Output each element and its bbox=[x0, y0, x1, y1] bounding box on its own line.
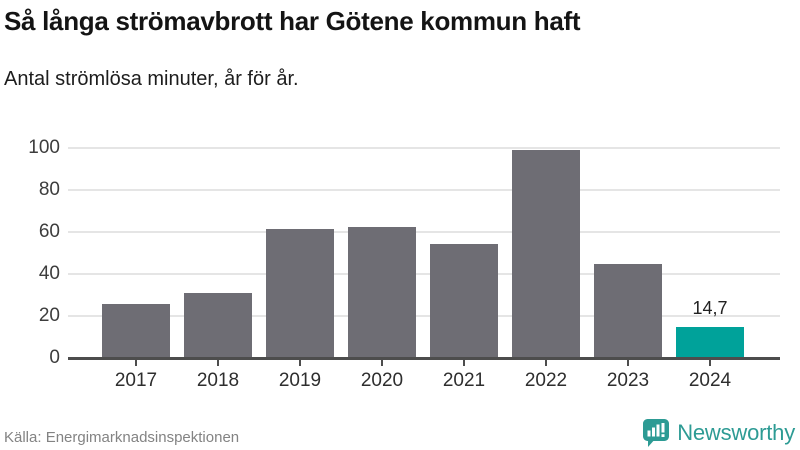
x-axis-tick-label: 2022 bbox=[524, 370, 568, 391]
grid-line bbox=[68, 231, 780, 233]
bar-2020 bbox=[348, 226, 416, 358]
x-axis-tick bbox=[381, 358, 383, 366]
newsworthy-logo: Newsworthy bbox=[642, 417, 795, 449]
x-axis-tick-label: 2018 bbox=[196, 370, 240, 391]
x-axis-tick-label: 2019 bbox=[278, 370, 322, 391]
x-axis-line bbox=[68, 357, 780, 360]
bar-2018 bbox=[184, 292, 252, 358]
chart-subtitle: Antal strömlösa minuter, år för år. bbox=[4, 68, 299, 90]
x-axis-tick-label: 2021 bbox=[442, 370, 486, 391]
bar-2022 bbox=[512, 150, 580, 358]
x-axis-tick-label: 2020 bbox=[360, 370, 404, 391]
grid-line bbox=[68, 147, 780, 149]
y-axis-tick-label: 60 bbox=[38, 221, 60, 242]
x-axis-tick bbox=[709, 358, 711, 366]
bar-2024 bbox=[676, 327, 744, 358]
chart-title: Så långa strömavbrott har Götene kommun … bbox=[4, 6, 581, 36]
bar-2017 bbox=[102, 304, 170, 358]
bar-value-label: 14,7 bbox=[692, 298, 728, 319]
y-axis-tick-label: 80 bbox=[38, 179, 60, 200]
bar-2019 bbox=[266, 228, 334, 358]
x-axis-tick bbox=[299, 358, 301, 366]
grid-line bbox=[68, 189, 780, 191]
x-axis-tick bbox=[135, 358, 137, 366]
y-axis-tick-label: 40 bbox=[38, 263, 60, 284]
grid-line bbox=[68, 315, 780, 317]
y-axis-tick-label: 100 bbox=[28, 137, 60, 158]
x-axis-tick-label: 2017 bbox=[114, 370, 158, 391]
x-axis-tick bbox=[217, 358, 219, 366]
newsworthy-wordmark: Newsworthy bbox=[677, 420, 795, 445]
x-axis-tick-label: 2023 bbox=[606, 370, 650, 391]
y-axis-tick-label: 20 bbox=[38, 305, 60, 326]
bar-2023 bbox=[594, 263, 662, 358]
source-note: Källa: Energimarknadsinspektionen bbox=[4, 429, 240, 446]
x-axis-tick bbox=[545, 358, 547, 366]
grid-line bbox=[68, 273, 780, 275]
newsworthy-speech-bubble-chart-icon bbox=[643, 419, 670, 447]
x-axis-tick-label: 2024 bbox=[688, 370, 732, 391]
bar-2021 bbox=[430, 243, 498, 358]
y-axis-tick-label: 0 bbox=[49, 347, 60, 368]
x-axis-tick bbox=[627, 358, 629, 366]
x-axis-tick bbox=[463, 358, 465, 366]
